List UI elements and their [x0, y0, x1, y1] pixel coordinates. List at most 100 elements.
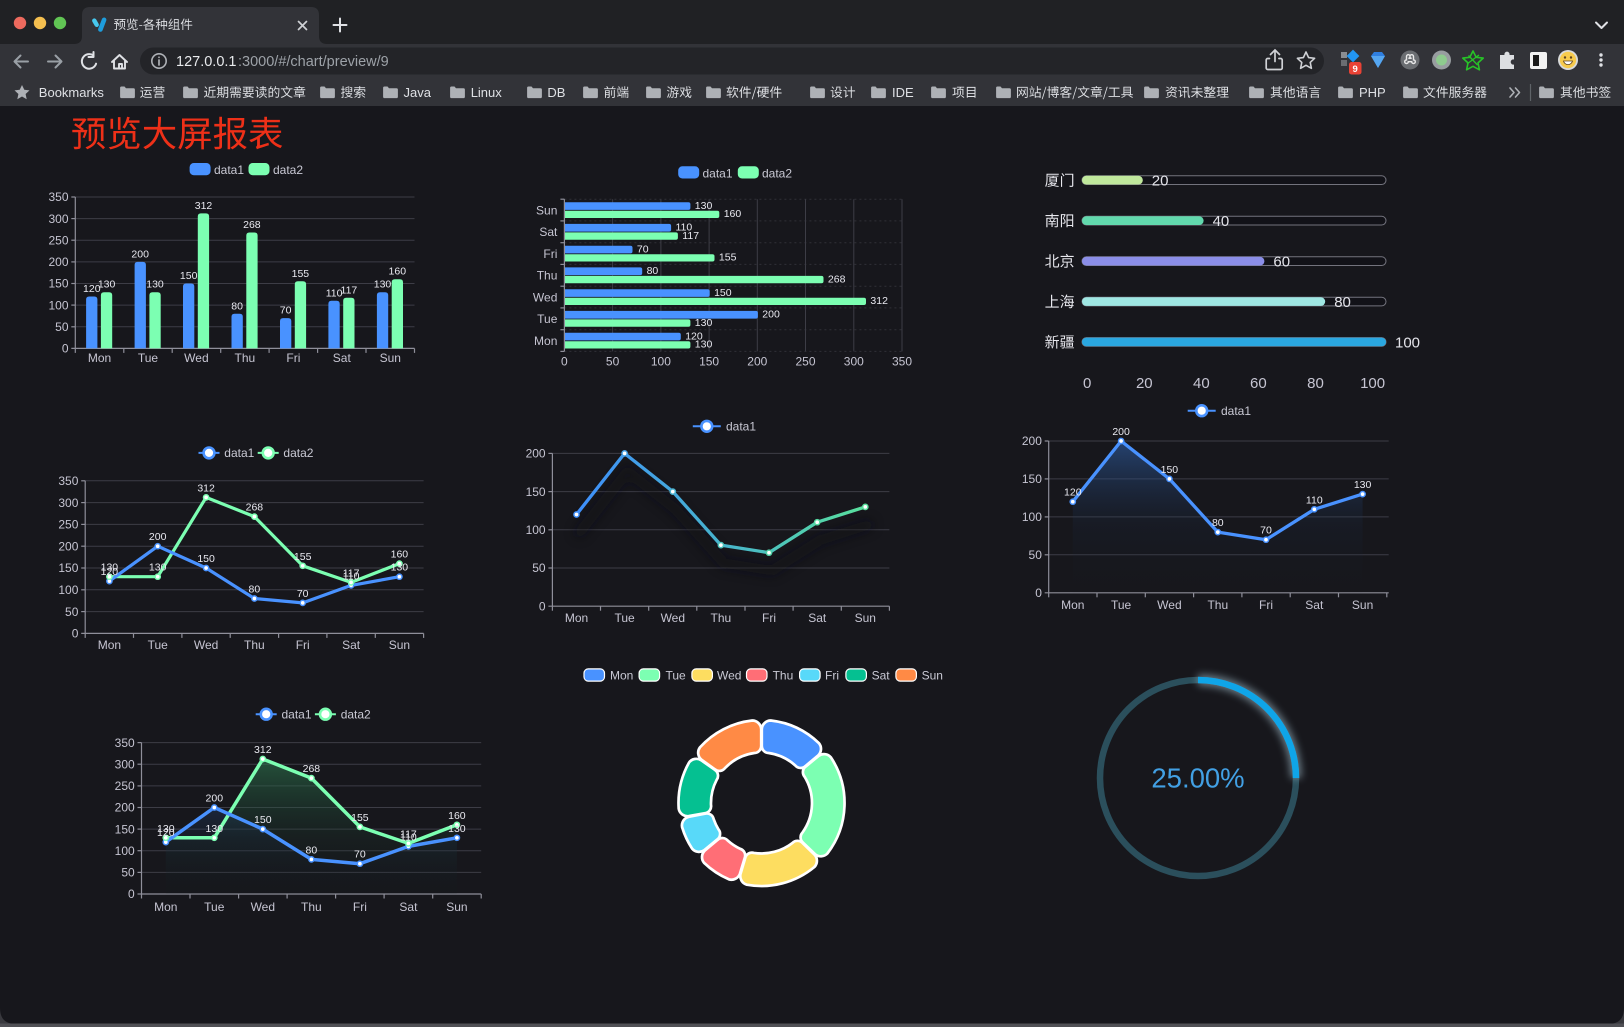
svg-text:110: 110 — [676, 222, 693, 234]
svg-text:120: 120 — [157, 827, 175, 839]
svg-text:Wed: Wed — [251, 900, 275, 914]
svg-text:250: 250 — [58, 518, 78, 532]
svg-text:80: 80 — [306, 844, 318, 856]
svg-text:312: 312 — [254, 744, 272, 756]
svg-text:data2: data2 — [762, 166, 792, 180]
svg-text:Thu: Thu — [301, 900, 322, 914]
svg-text:data2: data2 — [341, 707, 371, 721]
svg-text:50: 50 — [606, 355, 620, 369]
svg-text:127.0.0.1: 127.0.0.1 — [176, 54, 236, 70]
svg-text:130: 130 — [149, 562, 167, 574]
svg-text:160: 160 — [724, 208, 742, 220]
svg-text:80: 80 — [1212, 517, 1224, 529]
svg-text:160: 160 — [391, 549, 409, 561]
svg-text:IDE: IDE — [892, 85, 914, 100]
svg-text:350: 350 — [48, 190, 68, 204]
svg-text:Fri: Fri — [296, 638, 310, 652]
svg-text:Fri: Fri — [825, 668, 839, 682]
svg-text:150: 150 — [48, 277, 68, 291]
svg-text:Sat: Sat — [1305, 598, 1324, 612]
svg-text:200: 200 — [1112, 426, 1130, 438]
svg-text:100: 100 — [1022, 510, 1042, 524]
svg-text:Wed: Wed — [1157, 598, 1181, 612]
svg-text:150: 150 — [115, 822, 135, 836]
svg-text:200: 200 — [58, 539, 78, 553]
svg-text:Mon: Mon — [1061, 598, 1084, 612]
svg-text:100: 100 — [526, 523, 546, 537]
svg-text:0: 0 — [561, 355, 568, 369]
svg-text:80: 80 — [1334, 294, 1351, 311]
svg-text:data1: data1 — [214, 163, 244, 177]
svg-text:Tue: Tue — [537, 312, 558, 326]
svg-text:Mon: Mon — [610, 668, 633, 682]
svg-text:130: 130 — [695, 317, 713, 329]
svg-text:350: 350 — [115, 736, 135, 750]
svg-text:150: 150 — [180, 270, 198, 282]
svg-text:268: 268 — [828, 273, 846, 285]
svg-text:130: 130 — [695, 339, 713, 351]
svg-text:data2: data2 — [283, 446, 313, 460]
svg-text:Sun: Sun — [1352, 598, 1373, 612]
svg-text:160: 160 — [448, 810, 466, 822]
svg-text:Sun: Sun — [389, 638, 410, 652]
svg-text:Tue: Tue — [204, 900, 225, 914]
svg-text:150: 150 — [1161, 464, 1179, 476]
svg-text:200: 200 — [1022, 434, 1042, 448]
svg-text:117: 117 — [682, 230, 699, 242]
svg-text:Sun: Sun — [855, 611, 876, 625]
svg-text:130: 130 — [1354, 479, 1372, 491]
svg-text:Wed: Wed — [194, 638, 218, 652]
svg-text:117: 117 — [341, 284, 358, 296]
svg-text:Sun: Sun — [380, 351, 401, 365]
svg-text:300: 300 — [115, 757, 135, 771]
svg-text:Wed: Wed — [661, 611, 685, 625]
svg-text:120: 120 — [1064, 487, 1082, 499]
svg-text:155: 155 — [294, 551, 312, 563]
svg-text:200: 200 — [115, 801, 135, 815]
svg-text:130: 130 — [101, 562, 119, 574]
svg-text:312: 312 — [195, 200, 213, 212]
svg-text:150: 150 — [714, 287, 732, 299]
svg-text:120: 120 — [101, 566, 119, 578]
svg-text:Thu: Thu — [244, 638, 265, 652]
svg-text:Fri: Fri — [1259, 598, 1273, 612]
svg-text:200: 200 — [131, 248, 149, 260]
svg-text:40: 40 — [1193, 375, 1210, 392]
svg-text:80: 80 — [1307, 375, 1324, 392]
svg-text:155: 155 — [351, 812, 369, 824]
svg-text:Wed: Wed — [717, 668, 741, 682]
svg-text:100: 100 — [58, 583, 78, 597]
svg-text:200: 200 — [206, 793, 224, 805]
svg-text:Fri: Fri — [353, 900, 367, 914]
svg-text:Sat: Sat — [539, 225, 558, 239]
svg-text:Tue: Tue — [1111, 598, 1132, 612]
svg-text:100: 100 — [1360, 375, 1385, 392]
svg-text:350: 350 — [58, 474, 78, 488]
svg-text:Tue: Tue — [666, 668, 687, 682]
svg-text:Thu: Thu — [235, 351, 256, 365]
svg-text:Thu: Thu — [537, 269, 558, 283]
svg-text:Wed: Wed — [533, 290, 557, 304]
svg-text:80: 80 — [647, 265, 659, 277]
svg-text:Sun: Sun — [446, 900, 467, 914]
svg-text:70: 70 — [1260, 525, 1272, 537]
svg-text:100: 100 — [115, 844, 135, 858]
svg-text:130: 130 — [206, 823, 224, 835]
svg-text:data1: data1 — [282, 707, 312, 721]
svg-text:160: 160 — [389, 266, 407, 278]
svg-text:0: 0 — [128, 887, 135, 901]
svg-text:50: 50 — [1029, 548, 1043, 562]
svg-text:70: 70 — [280, 305, 292, 317]
svg-text:Sun: Sun — [922, 668, 943, 682]
svg-text:Mon: Mon — [154, 900, 177, 914]
svg-text:70: 70 — [297, 588, 309, 600]
svg-text:80: 80 — [231, 300, 243, 312]
svg-text:data2: data2 — [273, 163, 303, 177]
svg-text:80: 80 — [249, 584, 261, 596]
svg-text:150: 150 — [526, 485, 546, 499]
svg-text:0: 0 — [1035, 586, 1042, 600]
svg-text:DB: DB — [547, 85, 565, 100]
svg-text:50: 50 — [65, 605, 79, 619]
svg-text:100: 100 — [48, 298, 68, 312]
svg-text:Thu: Thu — [773, 668, 794, 682]
